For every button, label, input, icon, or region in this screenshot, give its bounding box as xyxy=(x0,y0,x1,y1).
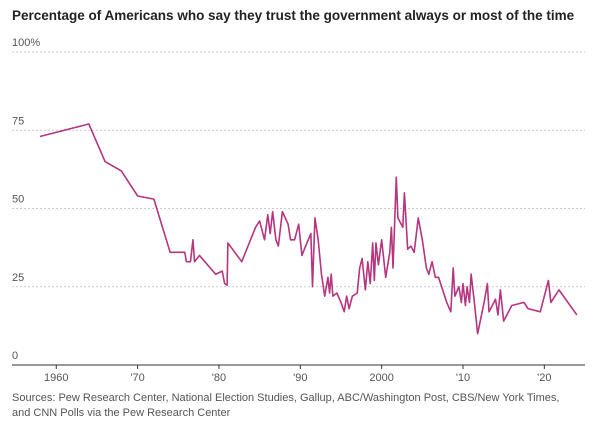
y-tick-label: 25 xyxy=(12,272,24,284)
chart-title: Percentage of Americans who say they tru… xyxy=(12,8,575,23)
source-note: Sources: Pew Research Center, National E… xyxy=(12,392,560,419)
x-tick-label: '10 xyxy=(456,372,470,384)
y-tick-label: 50 xyxy=(12,194,24,206)
y-tick-label: 75 xyxy=(12,115,24,127)
x-tick-label: '20 xyxy=(537,372,551,384)
y-tick-label: 0 xyxy=(12,350,18,362)
x-tick-label: 2000 xyxy=(369,372,393,384)
y-tick-label: 100% xyxy=(12,37,40,49)
trust-line xyxy=(39,123,578,335)
x-tick-label: '80 xyxy=(212,372,226,384)
x-tick-label: '70 xyxy=(130,372,144,384)
x-tick-label: 1960 xyxy=(44,372,68,384)
x-tick-label: '90 xyxy=(293,372,307,384)
